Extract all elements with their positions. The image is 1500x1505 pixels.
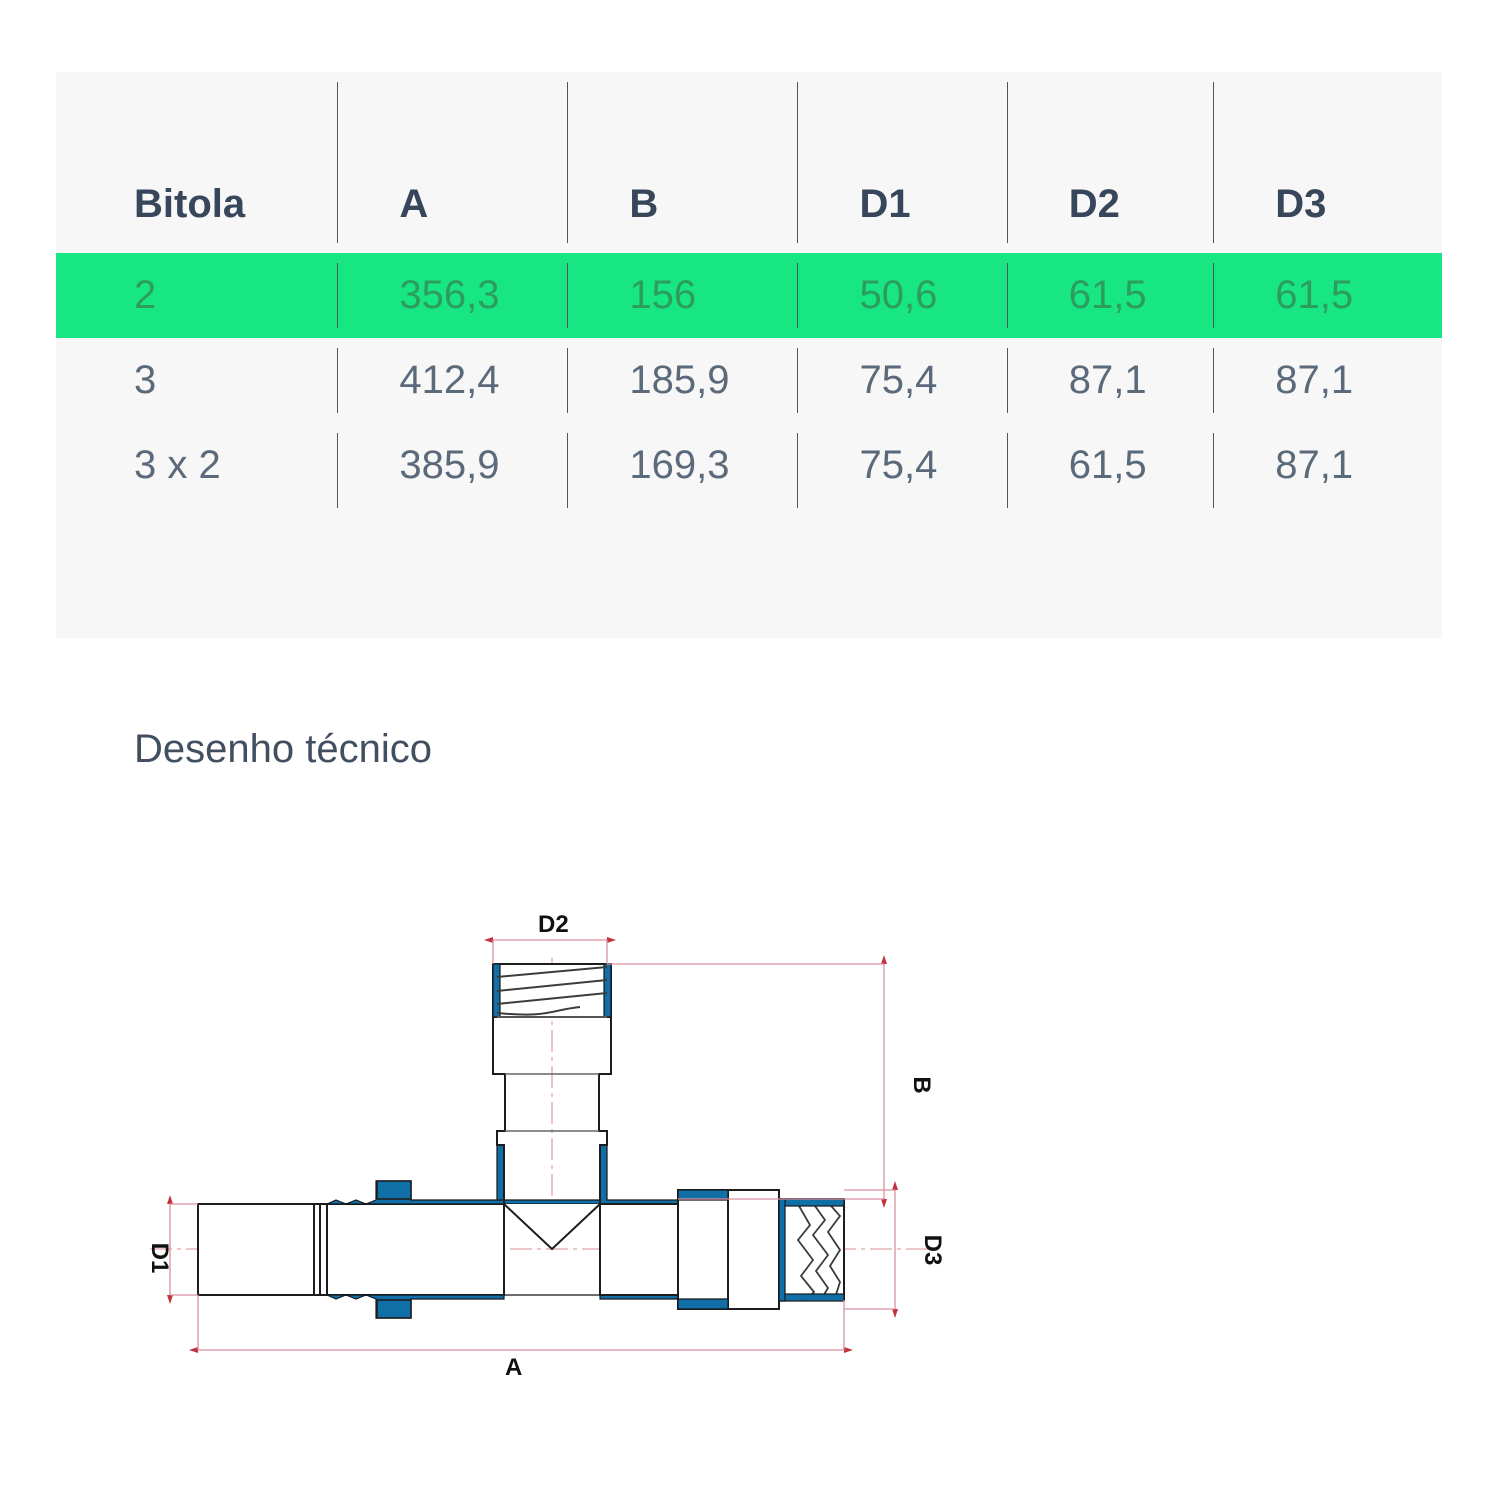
svg-text:D1: D1 xyxy=(150,1243,173,1274)
svg-text:B: B xyxy=(908,1076,935,1093)
svg-text:D3: D3 xyxy=(919,1235,946,1266)
svg-text:D2: D2 xyxy=(538,911,569,938)
svg-text:A: A xyxy=(505,1354,522,1381)
